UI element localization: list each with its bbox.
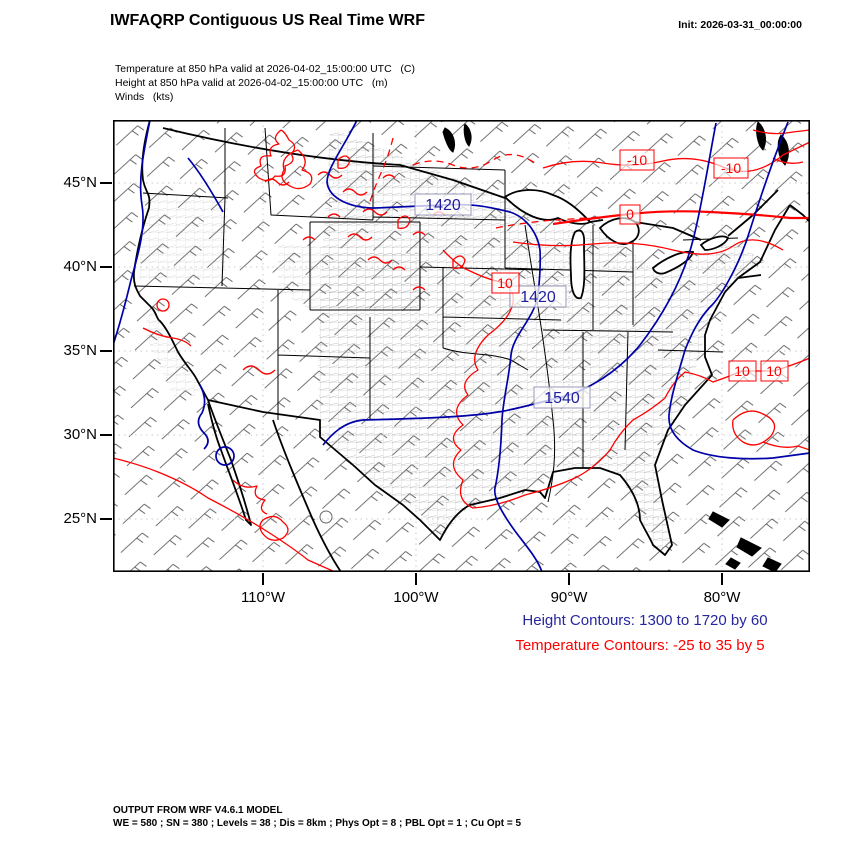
lon-tick-label-100w: 100°W (393, 589, 439, 606)
lat-tick-mark (100, 266, 112, 268)
lat-tick-label-35n: 35°N (63, 342, 97, 359)
temp-contour-label: 10 (734, 363, 750, 379)
lat-tick-label-45n: 45°N (63, 174, 97, 191)
height-contour-label: 1420 (425, 197, 461, 214)
legend-temperature-contours: Temperature Contours: -25 to 35 by 5 (515, 637, 765, 654)
lon-tick-mark (721, 573, 723, 585)
lon-tick-mark (262, 573, 264, 585)
lon-tick-mark (415, 573, 417, 585)
init-time-label: Init: 2026-03-31_00:00:00 (678, 19, 802, 31)
height-contour-label: 1540 (544, 390, 580, 407)
lat-tick-mark (100, 182, 112, 184)
graticule-layer (113, 120, 810, 572)
temp-contour-label: 0 (626, 206, 634, 222)
temp-contour-label: -10 (627, 152, 647, 168)
page-title: IWFAQRP Contiguous US Real Time WRF (110, 12, 425, 29)
footer-model-line: OUTPUT FROM WRF V4.6.1 MODEL (113, 805, 283, 816)
temp-contour-label: 10 (766, 363, 782, 379)
field-caption-height: Height at 850 hPa valid at 2026-04-02_15… (115, 77, 388, 89)
map-panel: 1420 1420 1540 -10 -10 0 10 10 10 (112, 119, 811, 573)
marker-circle (319, 510, 333, 524)
lat-tick-label-30n: 30°N (63, 426, 97, 443)
footer-config-line: WE = 580 ; SN = 380 ; Levels = 38 ; Dis … (113, 818, 522, 829)
legend-height-contours: Height Contours: 1300 to 1720 by 60 (522, 612, 768, 629)
map-canvas: 1420 1420 1540 -10 -10 0 10 10 10 (112, 119, 811, 573)
field-caption-temperature: Temperature at 850 hPa valid at 2026-04-… (115, 63, 416, 75)
map-frame (113, 120, 811, 572)
county-mesh-layer (139, 128, 765, 550)
lat-tick-mark (100, 350, 112, 352)
lon-tick-label-80w: 80°W (703, 589, 741, 606)
lon-tick-mark (568, 573, 570, 585)
lat-tick-mark (100, 518, 112, 520)
field-caption-winds: Winds (kts) (115, 91, 174, 103)
lat-tick-label-25n: 25°N (63, 510, 97, 527)
height-contour-label: 1420 (520, 289, 556, 306)
lat-tick-label-40n: 40°N (63, 258, 97, 275)
temperature-contours (112, 129, 811, 573)
lat-tick-mark (100, 434, 112, 436)
lakes (442, 121, 789, 573)
lon-tick-label-90w: 90°W (550, 589, 588, 606)
temp-contour-label: 10 (497, 275, 513, 291)
lon-tick-label-110w: 110°W (240, 589, 286, 606)
temp-contour-label: -10 (721, 160, 741, 176)
contour-labels: 1420 1420 1540 -10 -10 0 10 10 10 (414, 149, 789, 409)
